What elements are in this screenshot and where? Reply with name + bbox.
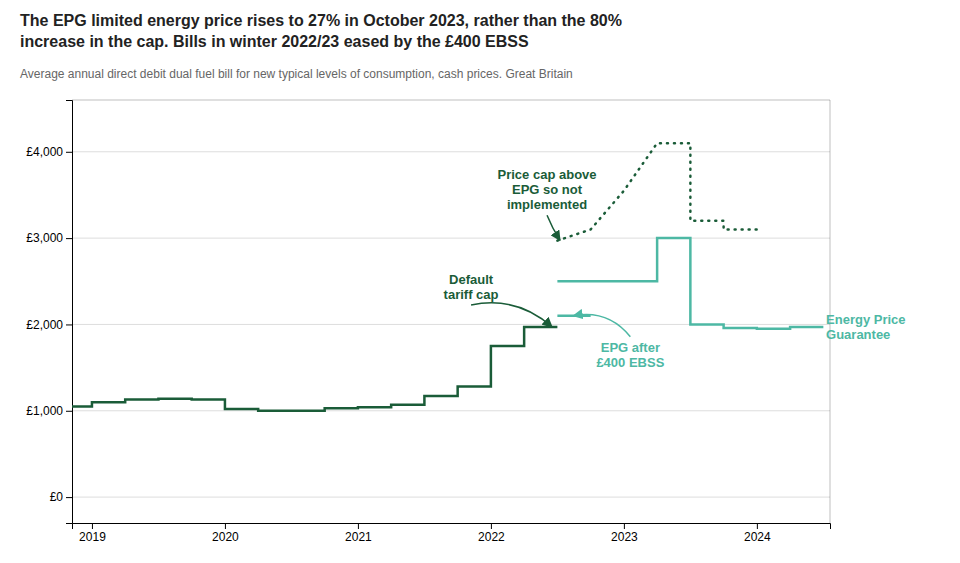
text-line: tariff cap bbox=[444, 287, 499, 302]
title: The EPG limited energy price rises to 27… bbox=[20, 12, 622, 50]
annotation: EPG after£400 EBSS bbox=[596, 340, 664, 370]
tick-label: £3,000 bbox=[26, 231, 63, 245]
tick-label: 2022 bbox=[478, 530, 505, 544]
grid-line bbox=[72, 497, 830, 498]
axis-line bbox=[73, 524, 831, 530]
text-line: EPG after bbox=[601, 340, 660, 355]
tick: 2022 bbox=[478, 523, 505, 544]
annotation-arrow bbox=[471, 303, 552, 327]
tick-label: 2023 bbox=[611, 530, 638, 544]
text-line: Energy Price bbox=[826, 312, 906, 327]
text-line: Default bbox=[449, 272, 494, 287]
chart: The EPG limited energy price rises to 27… bbox=[0, 0, 960, 563]
series-group bbox=[72, 143, 823, 411]
tick: 2020 bbox=[212, 523, 239, 544]
tick-mark bbox=[66, 411, 72, 412]
tick-label: 2019 bbox=[79, 530, 106, 544]
tick: 2024 bbox=[744, 523, 771, 544]
text-line: £400 EBSS bbox=[596, 355, 664, 370]
tick-mark bbox=[66, 324, 72, 325]
text-line: EPG so not bbox=[512, 182, 583, 197]
tick-label: 2020 bbox=[212, 530, 239, 544]
tick-label: 2024 bbox=[744, 530, 771, 544]
tick: £3,000 bbox=[26, 231, 72, 245]
tick-mark bbox=[66, 497, 72, 498]
tick: £2,000 bbox=[26, 318, 72, 332]
tick-mark bbox=[66, 238, 72, 239]
tick: £1,000 bbox=[26, 404, 72, 418]
tick-mark bbox=[624, 523, 625, 529]
text-line: The EPG limited energy price rises to 27… bbox=[20, 12, 622, 29]
text-line: Price cap above bbox=[498, 167, 597, 182]
grid-line bbox=[72, 410, 830, 411]
tick-label: 2021 bbox=[345, 530, 372, 544]
annotation-arrow bbox=[573, 315, 630, 337]
tick-mark bbox=[358, 523, 359, 529]
text-line: implemented bbox=[507, 197, 587, 212]
annotation: Energy PriceGuarantee bbox=[826, 312, 906, 342]
text-line: increase in the cap. Bills in winter 202… bbox=[20, 33, 529, 50]
annotations: Defaulttariff cap Price cap aboveEPG so n… bbox=[444, 167, 906, 370]
x-axis: 2019 2020 2021 2022 2023 2024 bbox=[73, 523, 831, 544]
tick-label: £1,000 bbox=[26, 404, 63, 418]
subtitle: Average annual direct debit dual fuel bi… bbox=[20, 67, 573, 81]
tick-mark bbox=[66, 152, 72, 153]
tick-label: £2,000 bbox=[26, 318, 63, 332]
text-line: Guarantee bbox=[826, 327, 890, 342]
axis-line bbox=[66, 101, 73, 524]
tick-label: £0 bbox=[50, 490, 64, 504]
annotation: Defaulttariff cap bbox=[444, 272, 499, 302]
grid-line bbox=[72, 151, 830, 152]
tick-mark bbox=[225, 523, 226, 529]
frame bbox=[72, 100, 830, 101]
series-line bbox=[557, 143, 756, 240]
annotation: Price cap aboveEPG so notimplemented bbox=[498, 167, 597, 212]
tick: £0 bbox=[50, 490, 72, 504]
tick-mark bbox=[491, 523, 492, 529]
tick: 2023 bbox=[611, 523, 638, 544]
tick-mark bbox=[757, 523, 758, 529]
annotation-arrow bbox=[547, 215, 560, 240]
tick-mark bbox=[92, 523, 93, 529]
tick-label: £4,000 bbox=[26, 145, 63, 159]
plot: £0£1,000£2,000£3,000£4,00020192020202120… bbox=[26, 100, 905, 544]
grid-line bbox=[72, 238, 830, 239]
grid bbox=[72, 152, 830, 497]
y-axis: £0 £1,000 £2,000 £3,000 £4,000 bbox=[26, 101, 72, 524]
series-line bbox=[72, 327, 557, 411]
tick: 2021 bbox=[345, 523, 372, 544]
tick: 2019 bbox=[79, 523, 106, 544]
tick: £4,000 bbox=[26, 145, 72, 159]
